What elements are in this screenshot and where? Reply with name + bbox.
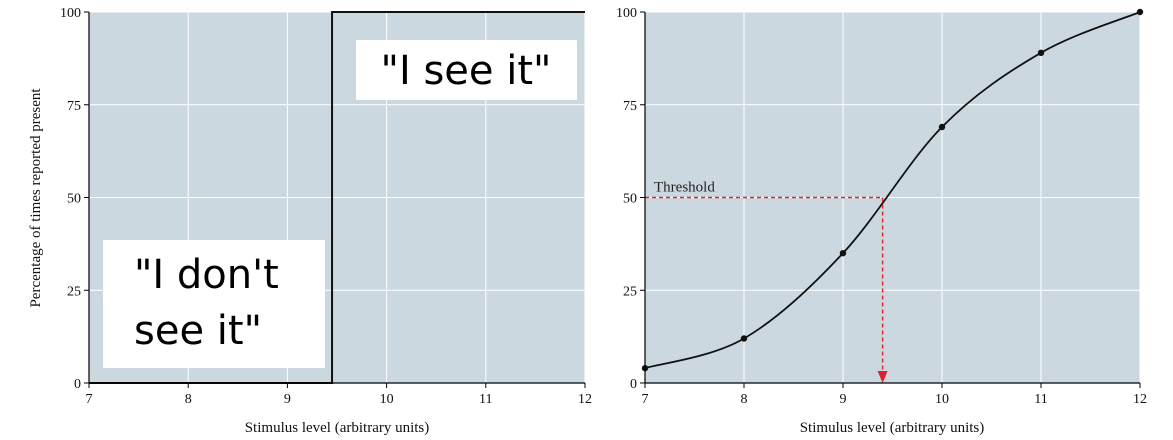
left-y-tick-label-4: 100	[60, 6, 81, 21]
left-x-tick-label-1: 8	[185, 392, 192, 407]
right-x-tick-label-1: 8	[741, 392, 748, 407]
threshold-label: Threshold	[654, 180, 715, 196]
right-x-tick-label-5: 12	[1133, 392, 1147, 407]
left-x-tick-label-4: 11	[479, 392, 492, 407]
right-x-tick-label-2: 9	[840, 392, 847, 407]
left-x-tick-label-2: 9	[284, 392, 291, 407]
right-x-axis-label: Stimulus level (arbitrary units)	[800, 420, 985, 436]
dont-see-it-text: "I don't see it"	[134, 252, 292, 354]
left-y-axis-label: Percentage of times reported present	[28, 88, 44, 308]
right-y-tick-label-2: 50	[623, 192, 637, 207]
right-data-point-2	[839, 249, 847, 257]
right-chart: Threshold 7 8 9 10 11 12 0 25 50 75 100 Stimulus …	[616, 6, 1147, 436]
right-x-tick-label-3: 10	[935, 392, 949, 407]
dont-see-it-line-2: see it"	[134, 308, 262, 354]
left-y-tick-label-1: 25	[67, 284, 81, 299]
right-x-ticks: 7 8 9 10 11 12	[642, 383, 1147, 407]
left-x-tick-label-5: 12	[578, 392, 592, 407]
threshold-arrowhead	[877, 371, 888, 383]
left-x-axis-label: Stimulus level (arbitrary units)	[245, 420, 430, 436]
right-y-ticks: 0 25 50 75 100	[616, 6, 645, 392]
right-data-points	[641, 8, 1144, 372]
left-y-tick-label-3: 75	[67, 99, 81, 114]
dont-see-it-line-1: "I don't	[134, 252, 279, 298]
right-y-tick-label-1: 25	[623, 284, 637, 299]
dont-see-it-box	[103, 240, 325, 368]
right-data-point-5	[1136, 8, 1144, 16]
left-x-ticks: 7 8 9 10 11 12	[86, 383, 592, 407]
right-y-tick-label-4: 100	[616, 6, 637, 21]
left-y-tick-label-0: 0	[74, 377, 81, 392]
right-data-point-3	[938, 123, 946, 131]
left-y-ticks: 0 25 50 75 100	[60, 6, 89, 392]
see-it-text: "I see it"	[381, 48, 552, 94]
see-it-box	[356, 40, 577, 100]
left-x-tick-label-0: 7	[86, 392, 93, 407]
right-x-tick-label-0: 7	[642, 392, 649, 407]
right-data-point-1	[740, 335, 748, 342]
right-y-tick-label-0: 0	[630, 377, 637, 392]
left-y-tick-label-2: 50	[67, 192, 81, 207]
right-data-point-4	[1037, 49, 1045, 57]
right-psychometric-curve	[644, 11, 1141, 370]
right-y-tick-label-3: 75	[623, 99, 637, 114]
left-x-tick-label-3: 10	[380, 392, 394, 407]
right-x-tick-label-4: 11	[1034, 392, 1047, 407]
left-chart: 7 8 9 10 11 12 0 25 50 75 100 Stimulus level (arb…	[28, 6, 592, 436]
